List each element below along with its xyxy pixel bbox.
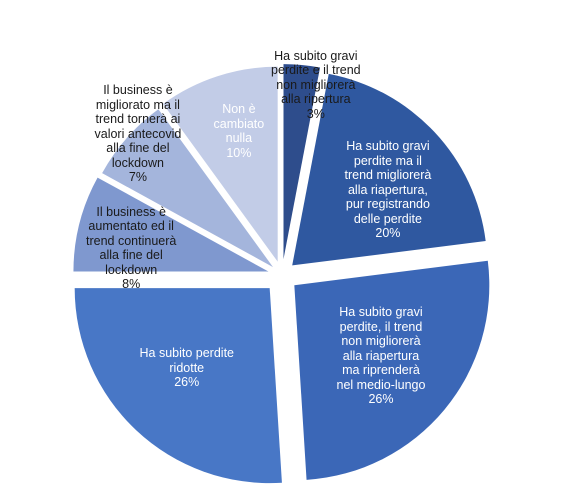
pie-slice-4	[74, 288, 282, 484]
pie-slice-1	[283, 64, 321, 260]
slice-value-label: 8%	[122, 277, 141, 291]
slice-category-label: Ha subito gravi perdite e il trend non mig…	[271, 48, 361, 107]
slice-category-label: Il business è migliorato ma il trend torne…	[94, 83, 182, 170]
slice-category-label: Ha subito perdite ridotte	[139, 346, 235, 375]
slice-label-6: Il business è migliorato ma il trend torne…	[95, 83, 182, 185]
slice-value-label: 20%	[375, 226, 401, 240]
slice-label-4: Ha subito perdite ridotte 26%	[140, 346, 235, 390]
slice-category-label: Non è cambiato nulla	[213, 102, 265, 145]
slice-label-7: Non è cambiato nulla 10%	[214, 102, 265, 160]
slice-label-3: Ha subito gravi perdite, il trend non migl…	[337, 305, 426, 407]
slice-label-2: Ha subito gravi perdite ma il trend miglio…	[345, 139, 432, 241]
slice-label-1: Ha subito gravi perdite e il trend non mig…	[271, 49, 361, 122]
pie-slice-2	[292, 73, 486, 266]
slice-category-label: Ha subito gravi perdite, il trend non migl…	[336, 305, 426, 392]
slice-value-label: 3%	[306, 106, 325, 121]
pie-slice-5	[73, 177, 269, 272]
slice-label-5: Il business è aumentato ed il trend contin…	[86, 205, 176, 292]
slice-category-label: Il business è aumentato ed il trend contin…	[86, 204, 177, 277]
slice-category-label: Ha subito gravi perdite ma il trend miglio…	[344, 139, 432, 226]
slice-value-label: 7%	[128, 170, 147, 184]
pie-slice-6	[102, 109, 273, 268]
slice-value-label: 26%	[174, 375, 200, 389]
slice-value-label: 26%	[368, 392, 394, 406]
pie-slice-7	[163, 66, 278, 262]
pie-slice-3	[294, 260, 490, 480]
slice-value-label: 10%	[226, 145, 252, 160]
